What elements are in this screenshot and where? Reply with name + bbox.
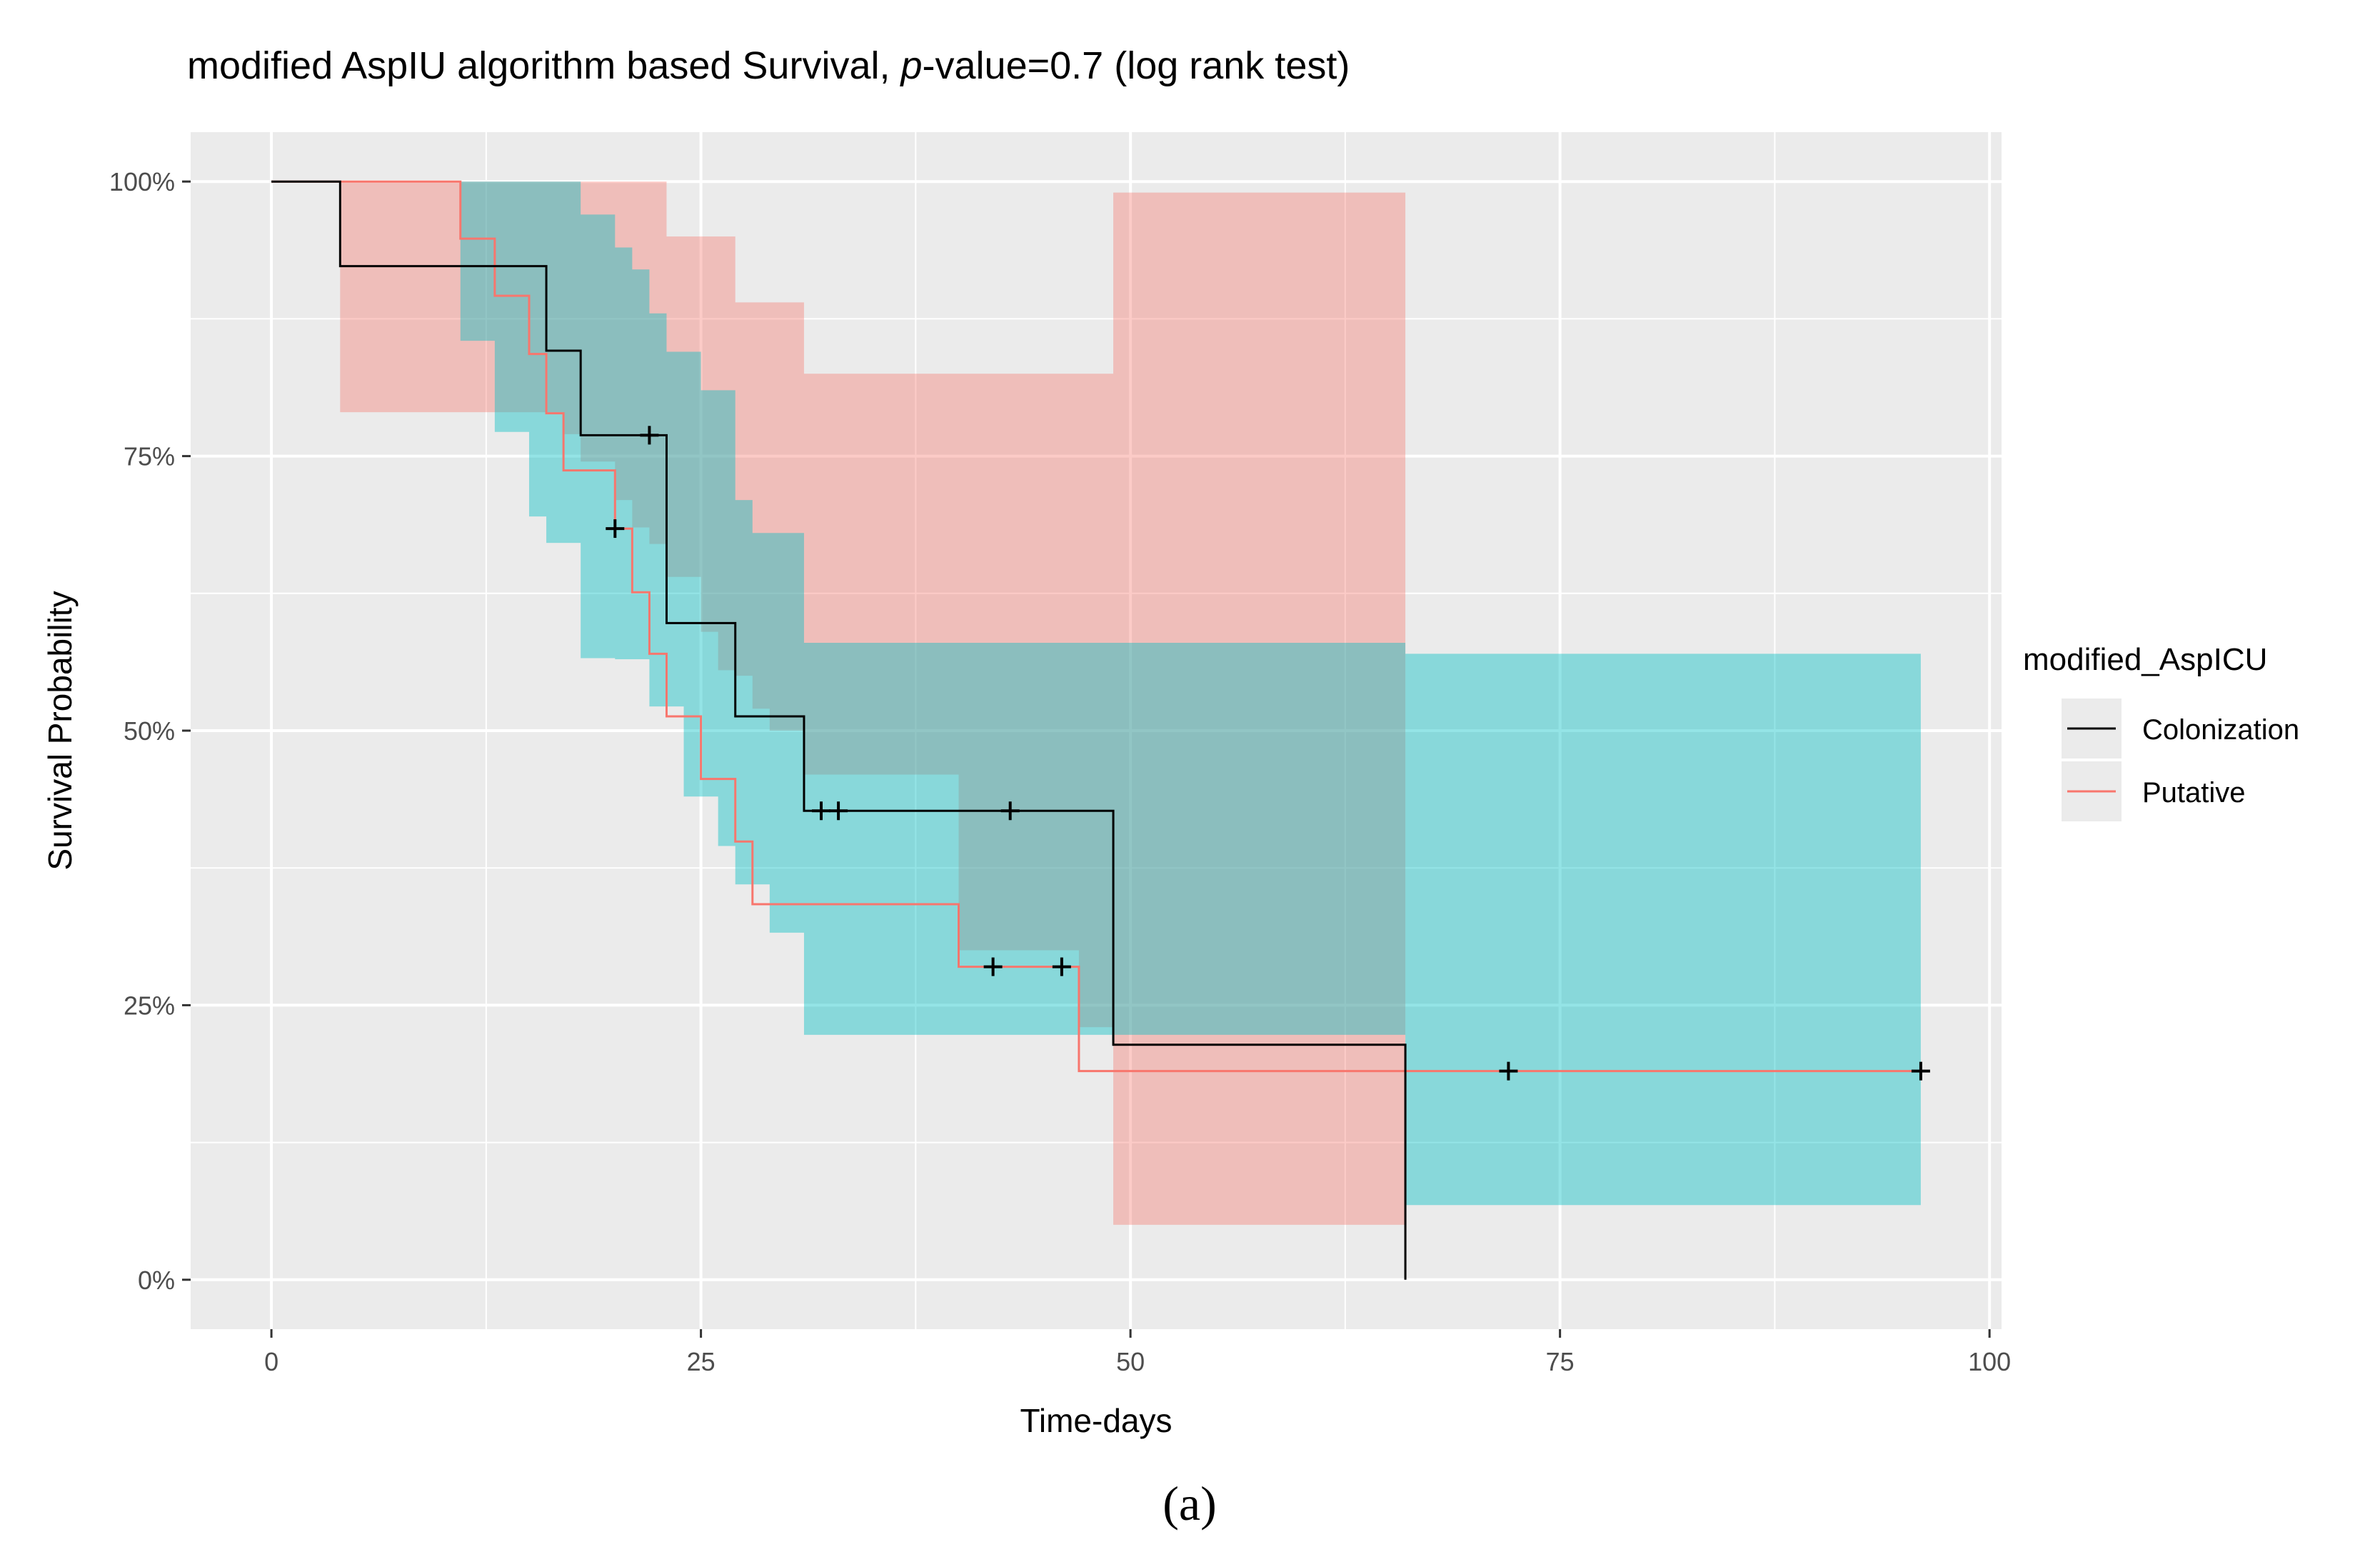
censor-mark-colonization bbox=[829, 801, 848, 821]
survival-curve-colonization bbox=[271, 180, 1407, 1280]
x-tick-label: 50 bbox=[1116, 1347, 1145, 1376]
y-tick-label: 25% bbox=[124, 991, 175, 1020]
censor-marks bbox=[606, 426, 1930, 1081]
y-tick-label: 100% bbox=[109, 167, 175, 196]
legend-label-colonization: Colonization bbox=[2142, 714, 2299, 746]
figure-caption: (a) bbox=[1163, 1476, 1216, 1531]
censor-mark-colonization bbox=[640, 426, 659, 445]
legend: modified_AspICU Colonization Putative bbox=[2023, 642, 2299, 821]
censor-mark-colonization bbox=[1000, 801, 1020, 821]
x-tick-label: 75 bbox=[1546, 1347, 1575, 1376]
y-tick-label: 0% bbox=[138, 1266, 175, 1295]
y-tick-label: 75% bbox=[124, 442, 175, 471]
survival-curves bbox=[271, 180, 1921, 1280]
confidence-bands bbox=[340, 181, 1921, 1225]
chart-title: modified AspIU algorithm based Survival,… bbox=[187, 44, 1350, 87]
y-axis-title: Survival Probability bbox=[41, 591, 79, 870]
censor-mark-colonization bbox=[812, 801, 831, 821]
confidence-band-putative-tail bbox=[1405, 654, 1921, 1206]
x-tick-label: 100 bbox=[1968, 1347, 2011, 1376]
y-axis: 0% 25% 50% 75% 100% bbox=[109, 167, 191, 1295]
chart-title-part-1: modified AspIU algorithm based Survival, bbox=[187, 44, 900, 87]
survival-curve-putative bbox=[271, 180, 1921, 1073]
censor-mark-putative bbox=[1052, 957, 1071, 976]
censor-mark-putative bbox=[606, 519, 625, 539]
confidence-band-putative bbox=[340, 181, 1406, 1225]
censor-mark-putative bbox=[1911, 1061, 1930, 1081]
legend-label-putative: Putative bbox=[2142, 777, 2246, 808]
chart-title-part-3: -value=0.7 (log rank test) bbox=[923, 44, 1350, 87]
legend-title: modified_AspICU bbox=[2023, 642, 2267, 677]
x-axis: 0 25 50 75 100 bbox=[264, 1329, 2011, 1376]
confidence-band-colonization bbox=[460, 181, 1406, 1035]
x-tick-label: 0 bbox=[264, 1347, 278, 1376]
x-axis-title: Time-days bbox=[1020, 1402, 1173, 1439]
y-tick-label: 50% bbox=[124, 716, 175, 746]
censor-mark-putative bbox=[1499, 1061, 1518, 1081]
censor-mark-putative bbox=[983, 957, 1003, 976]
x-tick-label: 25 bbox=[687, 1347, 715, 1376]
chart-title-italic-p: p bbox=[899, 44, 922, 87]
